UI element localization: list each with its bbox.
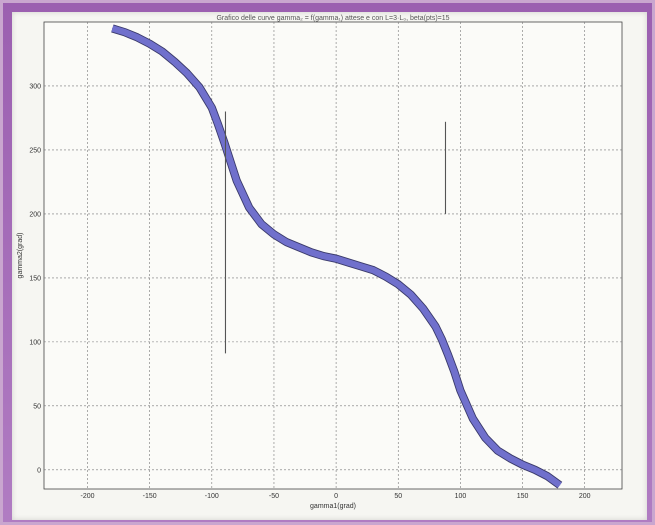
data-point (472, 418, 474, 420)
data-point (211, 107, 213, 109)
y-tick-label: 250 (29, 147, 41, 154)
data-point (111, 27, 113, 29)
x-tick-label: 150 (517, 493, 529, 500)
data-point (385, 276, 387, 278)
chart-title: Grafico delle curve gamma₂ = f(gamma₁) a… (216, 15, 449, 22)
y-tick-label: 50 (33, 403, 41, 410)
data-point (441, 338, 443, 340)
data-point (497, 450, 499, 452)
data-point (447, 354, 449, 356)
y-axis-label: gamma2(grad) (17, 233, 24, 279)
gamma-curve-chart: -200 -150 -100 -50 0 50 100 150 200 0 50 100 150 200 2… (17, 15, 623, 510)
data-point (136, 36, 138, 38)
data-point (230, 161, 231, 162)
x-tick-label: -50 (269, 493, 279, 500)
x-tick-label: -200 (80, 493, 94, 500)
data-point (460, 390, 461, 391)
photo-frame: -200 -150 -100 -50 0 50 100 150 200 0 50 100 150 200 2… (3, 3, 652, 522)
data-point (435, 326, 436, 327)
data-point (236, 180, 238, 182)
y-tick-label: 300 (29, 83, 41, 90)
data-point (223, 141, 225, 143)
x-axis-label: gamma1(grad) (310, 503, 356, 510)
data-point (186, 72, 188, 74)
paper-sheet: -200 -150 -100 -50 0 50 100 150 200 0 50 100 150 200 2… (12, 12, 647, 520)
data-point (335, 258, 337, 260)
x-tick-label: 200 (579, 493, 591, 500)
data-point (323, 255, 325, 257)
x-tick-label: -150 (143, 493, 157, 500)
data-point (217, 123, 219, 125)
data-point (149, 43, 151, 45)
x-tick-label: 50 (394, 493, 402, 500)
data-point (348, 262, 349, 263)
data-point (310, 251, 312, 253)
data-point (522, 464, 523, 466)
data-point (298, 246, 300, 248)
y-tick-label: 0 (37, 467, 41, 474)
data-point (248, 207, 250, 208)
y-tick-label: 100 (29, 339, 41, 346)
data-point (453, 370, 455, 372)
data-point (534, 469, 536, 471)
y-tick-label: 200 (29, 211, 41, 218)
x-tick-label: 100 (455, 493, 467, 500)
data-point (372, 269, 374, 271)
data-point (360, 265, 362, 267)
data-point (484, 437, 486, 439)
data-point (547, 475, 548, 477)
data-point (559, 484, 561, 486)
x-tick-label: -100 (205, 493, 219, 500)
data-point (397, 283, 399, 285)
data-point (198, 86, 200, 88)
x-tick-label: 0 (334, 493, 338, 500)
data-point (509, 457, 511, 459)
data-point (273, 233, 275, 235)
data-point (161, 51, 163, 52)
y-tick-label: 150 (29, 275, 41, 282)
data-point (285, 241, 287, 243)
data-point (422, 308, 424, 309)
data-point (410, 294, 412, 295)
data-point (124, 31, 126, 33)
data-point (174, 61, 175, 63)
data-point (261, 223, 262, 225)
